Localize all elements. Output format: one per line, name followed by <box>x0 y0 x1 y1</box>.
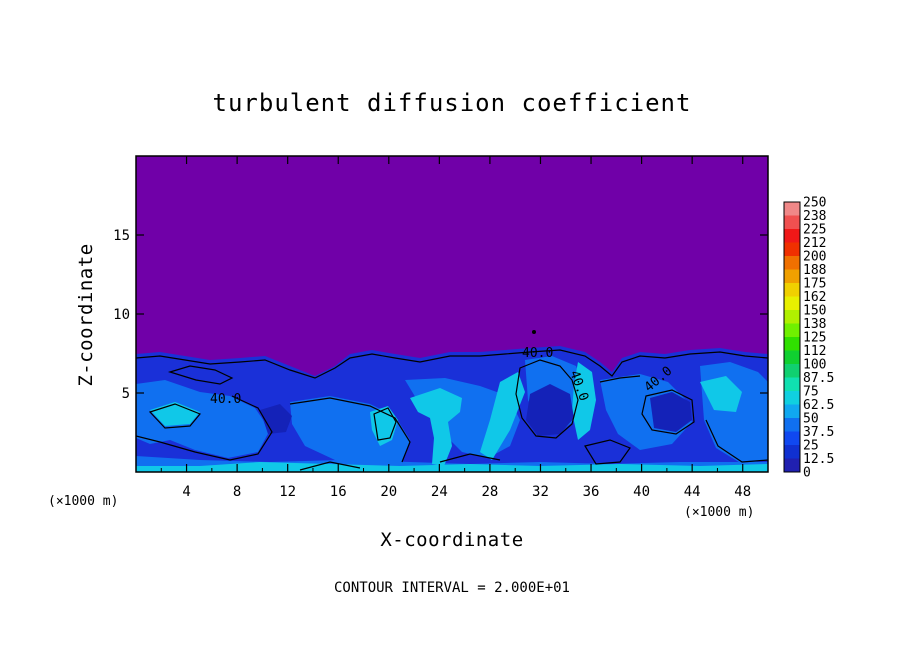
contour-lines <box>136 349 768 471</box>
colorbar-swatch <box>784 242 800 257</box>
colorbar-frame <box>783 201 801 473</box>
colorbar-label: 162 <box>803 290 826 305</box>
colorbar-swatch <box>784 350 800 365</box>
y-ticks: 5 10 15 <box>113 228 768 402</box>
colorbar-label: 175 <box>803 277 826 292</box>
y-axis-label: Z-coordinate <box>75 243 97 386</box>
colorbar-label: 87.5 <box>803 371 834 386</box>
x-unit-right: (×1000 m) <box>684 505 754 520</box>
colorbar-swatch <box>784 337 800 351</box>
x-tick-label: 20 <box>380 484 397 500</box>
x-ticks: 4 8 12 16 20 24 28 32 36 40 44 48 <box>160 156 751 500</box>
colorbar-swatch <box>784 364 800 378</box>
colorbar-label: 75 <box>803 385 819 400</box>
colorbar-swatch <box>784 202 800 216</box>
colorbar-swatch <box>784 283 800 297</box>
contour-label: 40.0 <box>522 346 553 361</box>
x-axis-label: X-coordinate <box>380 529 523 551</box>
colorbar-label: 150 <box>803 304 826 319</box>
x-tick-label: 40 <box>633 484 650 500</box>
colorbar-label: 112 <box>803 344 826 359</box>
colorbar-label: 12.5 <box>803 452 834 467</box>
x-tick-label: 12 <box>279 484 296 500</box>
heatmap-field <box>136 156 768 472</box>
colorbar-swatch <box>784 458 800 473</box>
x-tick-label: 36 <box>583 484 600 500</box>
colorbar-label: 100 <box>803 358 826 373</box>
y-tick-label: 15 <box>113 228 130 244</box>
colorbar-label: 125 <box>803 331 826 346</box>
x-tick-label: 32 <box>532 484 549 500</box>
contour-label: 40.0 <box>210 392 241 407</box>
y-tick-label: 5 <box>122 386 130 402</box>
colorbar-label: 62.5 <box>803 398 834 413</box>
colorbar: 2502382252122001881751621501381251121008… <box>783 196 834 481</box>
x-tick-label: 28 <box>481 484 498 500</box>
colorbar-label: 0 <box>803 466 811 481</box>
colorbar-swatch <box>784 391 800 405</box>
colorbar-swatch <box>784 296 800 311</box>
colorbar-swatch <box>784 256 800 270</box>
x-tick-label: 44 <box>684 484 701 500</box>
x-tick-label: 8 <box>233 484 241 500</box>
colorbar-swatch <box>784 418 800 432</box>
colorbar-label: 25 <box>803 439 819 454</box>
x-tick-label: 48 <box>734 484 751 500</box>
colorbar-label: 50 <box>803 412 819 427</box>
colorbar-label: 188 <box>803 263 826 278</box>
contour-dot <box>532 330 536 334</box>
colorbar-swatch <box>784 310 800 324</box>
colorbar-label: 212 <box>803 236 826 251</box>
colorbar-swatch <box>784 431 800 446</box>
colorbar-swatch <box>784 215 800 230</box>
chart-title: turbulent diffusion coefficient <box>213 89 692 117</box>
colorbar-label: 37.5 <box>803 425 834 440</box>
y-tick-label: 10 <box>113 307 130 323</box>
colorbar-label: 200 <box>803 250 826 265</box>
colorbar-swatch <box>784 323 800 338</box>
x-tick-label: 16 <box>330 484 347 500</box>
colorbar-swatch <box>784 404 800 419</box>
high-value-patches <box>136 362 768 472</box>
low-core-patches <box>260 384 692 436</box>
colorbar-label: 225 <box>803 223 826 238</box>
colorbar-label: 250 <box>803 196 826 211</box>
colorbar-swatch <box>784 445 800 459</box>
x-tick-label: 24 <box>431 484 448 500</box>
x-unit-left: (×1000 m) <box>48 494 118 509</box>
contour-interval-note: CONTOUR INTERVAL = 2.000E+01 <box>334 580 570 596</box>
colorbar-swatch <box>784 377 800 392</box>
colorbar-label: 238 <box>803 209 826 224</box>
colorbar-swatch <box>784 229 800 243</box>
colorbar-label: 138 <box>803 317 826 332</box>
x-tick-label: 4 <box>182 484 190 500</box>
colorbar-swatch <box>784 269 800 284</box>
